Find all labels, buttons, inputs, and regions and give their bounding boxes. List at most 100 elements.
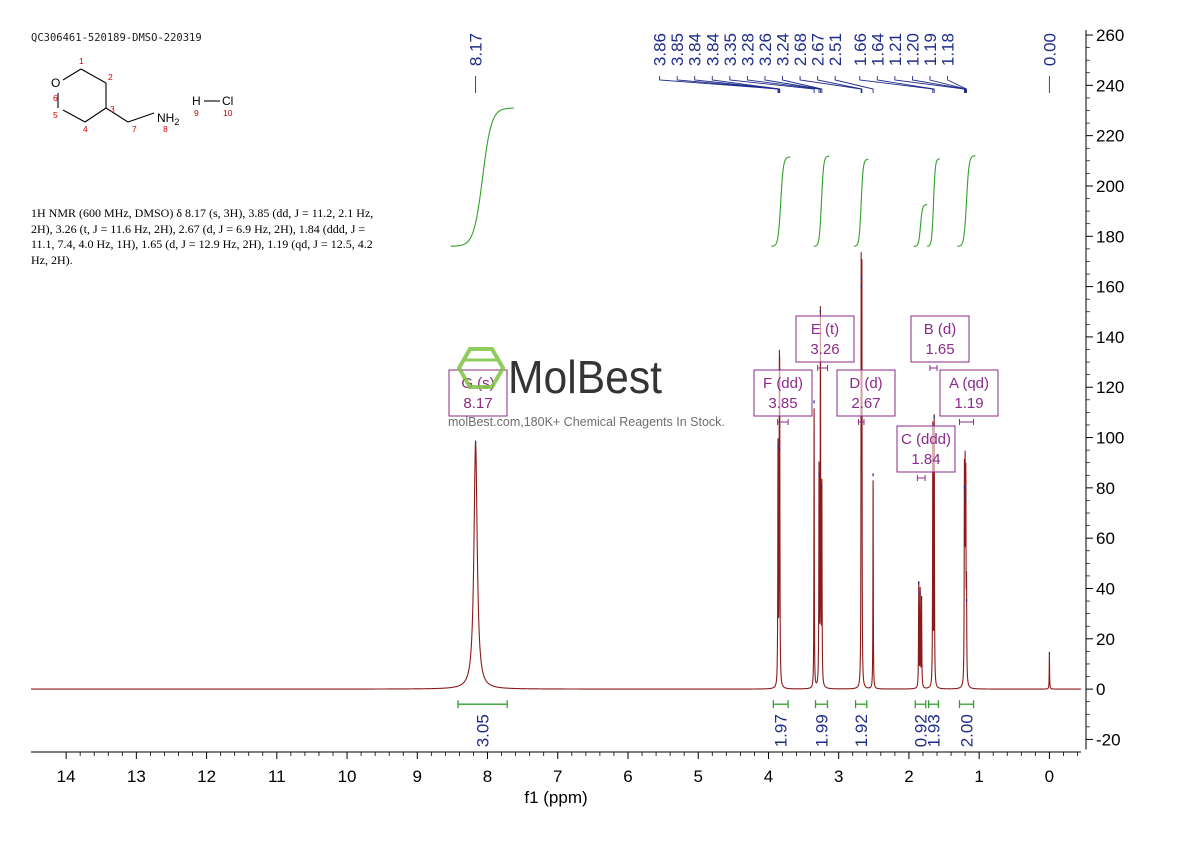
- multiplet-shift: 8.17: [463, 395, 492, 412]
- x-tick-label: 5: [693, 767, 702, 786]
- multiplet-annotation: B (d) 1.65: [910, 315, 970, 371]
- multiplet-annotation: E (t) 3.26: [795, 315, 855, 371]
- x-tick-label: 9: [413, 767, 422, 786]
- integral-value: 1.99: [812, 714, 831, 747]
- atom-amine: NH2: [157, 111, 179, 127]
- peak-label-connector: [746, 76, 820, 93]
- integral-curve: [913, 204, 928, 247]
- svg-text:9: 9: [194, 108, 199, 118]
- y-tick-label: 80: [1096, 479, 1115, 498]
- x-tick-label: 3: [834, 767, 843, 786]
- peak-label: 1.64: [868, 33, 887, 66]
- x-tick-label: 1: [974, 767, 983, 786]
- atom-hydrogen: H: [192, 94, 201, 108]
- x-tick-label: 8: [483, 767, 492, 786]
- peak-label-connector: [817, 76, 863, 93]
- spectrum-trace: [30, 252, 1082, 690]
- multiplet-label: B (d): [924, 321, 957, 338]
- y-tick-label: 260: [1096, 26, 1124, 45]
- multiplet-annotation: A (qd) 1.19: [939, 369, 999, 425]
- x-tick-label: 10: [338, 767, 357, 786]
- peak-label: 3.84: [703, 33, 722, 66]
- peak-label: 3.85: [668, 33, 687, 66]
- atom-numbers: 1 2 3 4 5 6 7 8 9 10: [53, 56, 233, 134]
- multiplet-box: [896, 425, 956, 473]
- multiplet-shift: 2.67: [851, 395, 880, 412]
- y-tick-label: 140: [1096, 328, 1124, 347]
- peak-label: 1.20: [903, 33, 922, 66]
- x-tick-label: 12: [197, 767, 216, 786]
- x-axis: 14 13 12 11 10 9 8 7 6 5 4 3 2 1 0: [31, 751, 1081, 786]
- peak-label-connector: [894, 76, 965, 93]
- peak-label-connector: [929, 76, 967, 93]
- y-tick-label: 20: [1096, 630, 1115, 649]
- molbest-watermark: MolBest molBest.com,180K+ Chemical Reage…: [448, 347, 725, 429]
- multiplet-label: A (qd): [949, 375, 989, 392]
- peak-label-connector: [729, 76, 815, 93]
- multiplet-box: [753, 369, 813, 417]
- y-tick-label: 0: [1096, 680, 1105, 699]
- peak-label-connector: [764, 76, 821, 93]
- integral-bars: 3.05 1.97 1.99 1.92 0.921.93 2.00: [457, 700, 977, 747]
- x-tick-label: 14: [57, 767, 76, 786]
- multiplet-label: C (ddd): [901, 431, 951, 448]
- multiplet-box: [836, 369, 896, 417]
- peak-label: 2.67: [809, 33, 828, 66]
- svg-text:7: 7: [132, 124, 137, 134]
- peak-label-connector: [876, 76, 935, 93]
- svg-text:3: 3: [110, 104, 115, 114]
- peak-label: 8.17: [467, 33, 486, 66]
- y-tick-label: 220: [1096, 127, 1124, 146]
- peak-label: 1.19: [921, 33, 940, 66]
- y-tick-label: 200: [1096, 177, 1124, 196]
- svg-text:4: 4: [83, 124, 88, 134]
- multiplet-box: [795, 315, 855, 363]
- multiplet-shift: 1.84: [911, 451, 940, 468]
- multiplet-shift: 1.65: [925, 341, 954, 358]
- y-tick-label: 120: [1096, 378, 1124, 397]
- svg-text:10: 10: [223, 108, 233, 118]
- x-tick-label: 0: [1045, 767, 1054, 786]
- integral-curve: [771, 156, 791, 247]
- x-tick-label: 13: [127, 767, 146, 786]
- multiplet-annotations: G (s)8.17F (dd)3.85E (t)3.26D (d)2.67C (…: [448, 315, 999, 481]
- peak-label: 3.26: [756, 33, 775, 66]
- peak-label: 2.51: [826, 33, 845, 66]
- svg-text:1: 1: [79, 56, 84, 66]
- integral-value: 1.92: [852, 714, 871, 747]
- x-axis-label: f1 (ppm): [524, 788, 587, 807]
- peak-label-connector: [659, 76, 779, 93]
- integral-curve: [450, 107, 514, 247]
- multiplet-label: E (t): [811, 321, 839, 338]
- watermark-brand: MolBest: [508, 351, 662, 403]
- svg-text:6: 6: [53, 93, 58, 103]
- atom-oxygen: O: [51, 76, 60, 90]
- nmr-description: 1H NMR (600 MHz, DMSO) δ 8.17 (s, 3H), 3…: [31, 206, 374, 267]
- svg-text:2: 2: [108, 72, 113, 82]
- peak-label-connector: [694, 76, 780, 93]
- peak-label: 3.35: [721, 33, 740, 66]
- y-tick-label: 160: [1096, 278, 1124, 297]
- peak-label-connector: [782, 76, 823, 93]
- peak-label: 3.86: [651, 33, 670, 66]
- integral-curve: [853, 158, 869, 247]
- integral-curve: [927, 158, 940, 247]
- integral-curves: [450, 107, 976, 247]
- integral-value: 2.00: [958, 714, 977, 747]
- y-tick-label: 100: [1096, 429, 1124, 448]
- integral-curve: [957, 155, 976, 247]
- multiplet-label: D (d): [849, 375, 882, 392]
- atom-chlorine: Cl: [222, 94, 233, 108]
- sample-id: QC306461-520189-DMSO-220319: [31, 32, 202, 44]
- y-tick-label: 180: [1096, 227, 1124, 246]
- multiplet-label: F (dd): [763, 375, 803, 392]
- peak-label-connector: [947, 76, 967, 93]
- peak-label: 1.66: [851, 33, 870, 66]
- y-tick-label: 240: [1096, 76, 1124, 95]
- peak-label-connector: [711, 76, 781, 93]
- multiplet-annotation: C (ddd) 1.84: [896, 425, 956, 481]
- x-tick-label: 6: [623, 767, 632, 786]
- multiplet-shift: 1.19: [954, 395, 983, 412]
